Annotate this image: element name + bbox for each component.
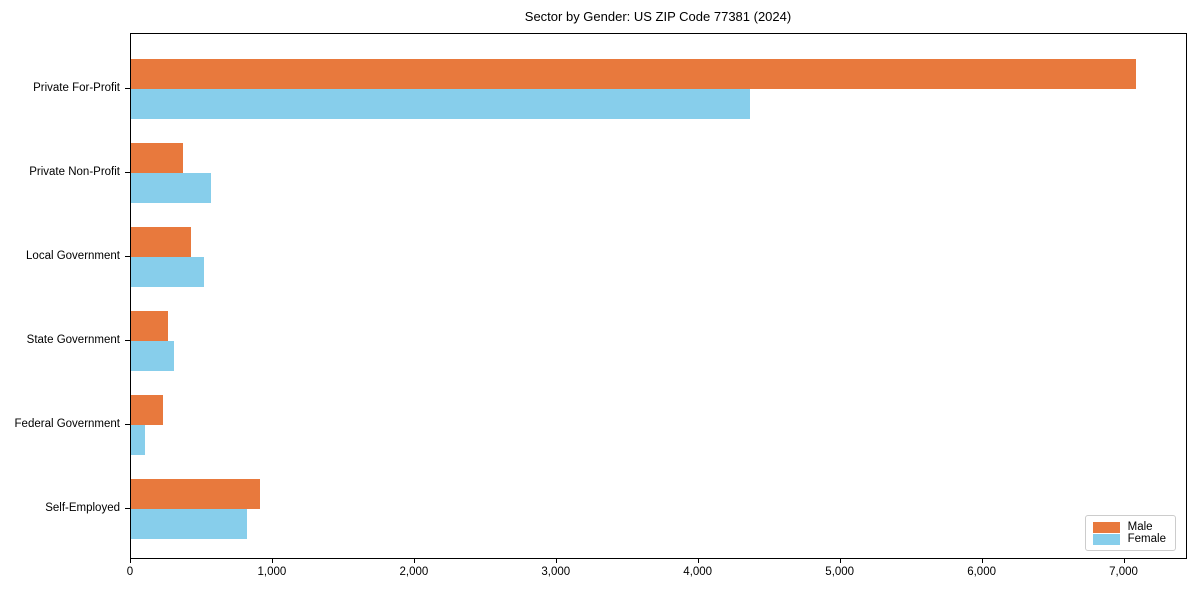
y-tick-label-federal-government: Federal Government	[14, 418, 120, 430]
y-tick-mark	[125, 508, 130, 509]
bar-male-self-employed	[131, 479, 260, 509]
x-tick-mark	[1123, 559, 1125, 563]
bar-male-local-government	[131, 227, 191, 257]
legend-item-male: Male	[1092, 521, 1166, 533]
x-tick-mark	[130, 559, 131, 563]
y-tick-label-private-for-profit: Private For-Profit	[33, 82, 120, 94]
legend-item-female: Female	[1092, 533, 1166, 545]
x-tick-label-1000: 1,000	[257, 566, 287, 578]
y-tick-label-state-government: State Government	[26, 334, 120, 346]
x-tick-mark	[555, 559, 557, 563]
y-tick-mark	[125, 172, 130, 173]
x-tick-mark	[839, 559, 841, 563]
bar-female-private-non-profit	[131, 173, 211, 203]
bar-female-private-for-profit	[131, 89, 750, 119]
y-tick-mark	[125, 424, 130, 425]
legend-items: Male Female	[1092, 521, 1166, 545]
legend-label-male: Male	[1127, 521, 1153, 533]
y-tick-mark	[125, 256, 130, 257]
bar-female-federal-government	[131, 425, 146, 455]
legend-swatch-female	[1092, 533, 1120, 545]
plot-area: Male Female	[130, 33, 1187, 559]
bar-male-private-non-profit	[131, 143, 183, 173]
x-tick-mark	[697, 559, 699, 563]
x-tick-label-4000: 4,000	[683, 566, 713, 578]
x-tick-label-2000: 2,000	[399, 566, 429, 578]
chart-title: Sector by Gender: US ZIP Code 77381 (202…	[524, 9, 792, 24]
x-tick-label-7000: 7,000	[1109, 566, 1138, 578]
x-tick-mark	[271, 559, 273, 563]
x-tick-mark	[981, 559, 983, 563]
x-tick-label-5000: 5,000	[825, 566, 855, 578]
legend: Male Female	[1084, 515, 1176, 551]
legend-label-female: Female	[1127, 533, 1166, 545]
legend-swatch-male	[1092, 521, 1120, 533]
bar-female-state-government	[131, 341, 174, 371]
y-tick-label-local-government: Local Government	[26, 250, 120, 262]
x-tick-mark	[413, 559, 415, 563]
x-tick-label-0: 0	[126, 566, 134, 578]
y-tick-mark	[125, 340, 130, 341]
bar-male-state-government	[131, 311, 168, 341]
bar-male-federal-government	[131, 395, 163, 425]
x-tick-label-3000: 3,000	[541, 566, 571, 578]
bar-male-private-for-profit	[131, 59, 1136, 89]
bar-female-self-employed	[131, 509, 248, 539]
bar-female-local-government	[131, 257, 205, 287]
y-tick-label-self-employed: Self-Employed	[45, 502, 120, 514]
x-tick-label-6000: 6,000	[967, 566, 996, 578]
y-tick-label-private-non-profit: Private Non-Profit	[29, 166, 120, 178]
y-tick-mark	[125, 88, 130, 89]
